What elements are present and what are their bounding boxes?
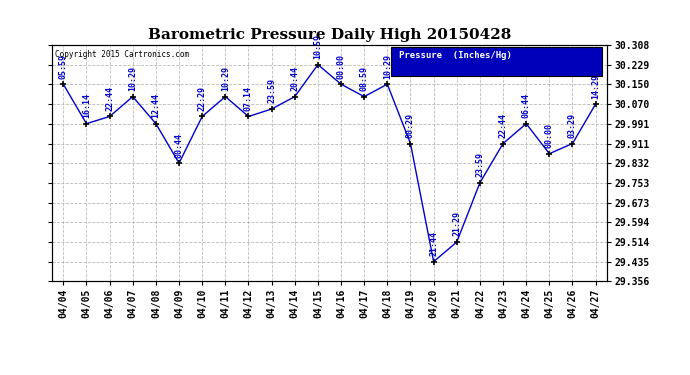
Text: 05:59: 05:59: [59, 54, 68, 79]
Text: 00:29: 00:29: [406, 113, 415, 138]
Text: 22:29: 22:29: [197, 86, 207, 111]
Text: 07:14: 07:14: [244, 86, 253, 111]
Text: 10:29: 10:29: [383, 54, 392, 79]
Text: 08:59: 08:59: [359, 66, 368, 91]
Text: 10:29: 10:29: [221, 66, 230, 91]
Text: 03:29: 03:29: [568, 113, 577, 138]
Text: 23:59: 23:59: [475, 152, 484, 177]
Text: 00:00: 00:00: [545, 123, 554, 148]
Text: 22:44: 22:44: [499, 113, 508, 138]
Text: 23:59: 23:59: [267, 78, 276, 104]
Text: 06:44: 06:44: [522, 93, 531, 118]
FancyBboxPatch shape: [391, 47, 602, 76]
Text: 20:44: 20:44: [290, 66, 299, 91]
Text: 14:29: 14:29: [591, 74, 600, 99]
Text: 21:29: 21:29: [452, 211, 462, 237]
Text: Copyright 2015 Cartronics.com: Copyright 2015 Cartronics.com: [55, 50, 188, 59]
Text: 00:00: 00:00: [337, 54, 346, 79]
Text: 22:44: 22:44: [105, 86, 114, 111]
Text: 10:59: 10:59: [313, 34, 322, 59]
Text: 21:44: 21:44: [429, 231, 438, 256]
Text: Pressure  (Inches/Hg): Pressure (Inches/Hg): [399, 51, 512, 60]
Text: 16:14: 16:14: [82, 93, 91, 118]
Text: 12:44: 12:44: [151, 93, 160, 118]
Title: Barometric Pressure Daily High 20150428: Barometric Pressure Daily High 20150428: [148, 28, 511, 42]
Text: 00:44: 00:44: [175, 133, 184, 158]
Text: 10:29: 10:29: [128, 66, 137, 91]
